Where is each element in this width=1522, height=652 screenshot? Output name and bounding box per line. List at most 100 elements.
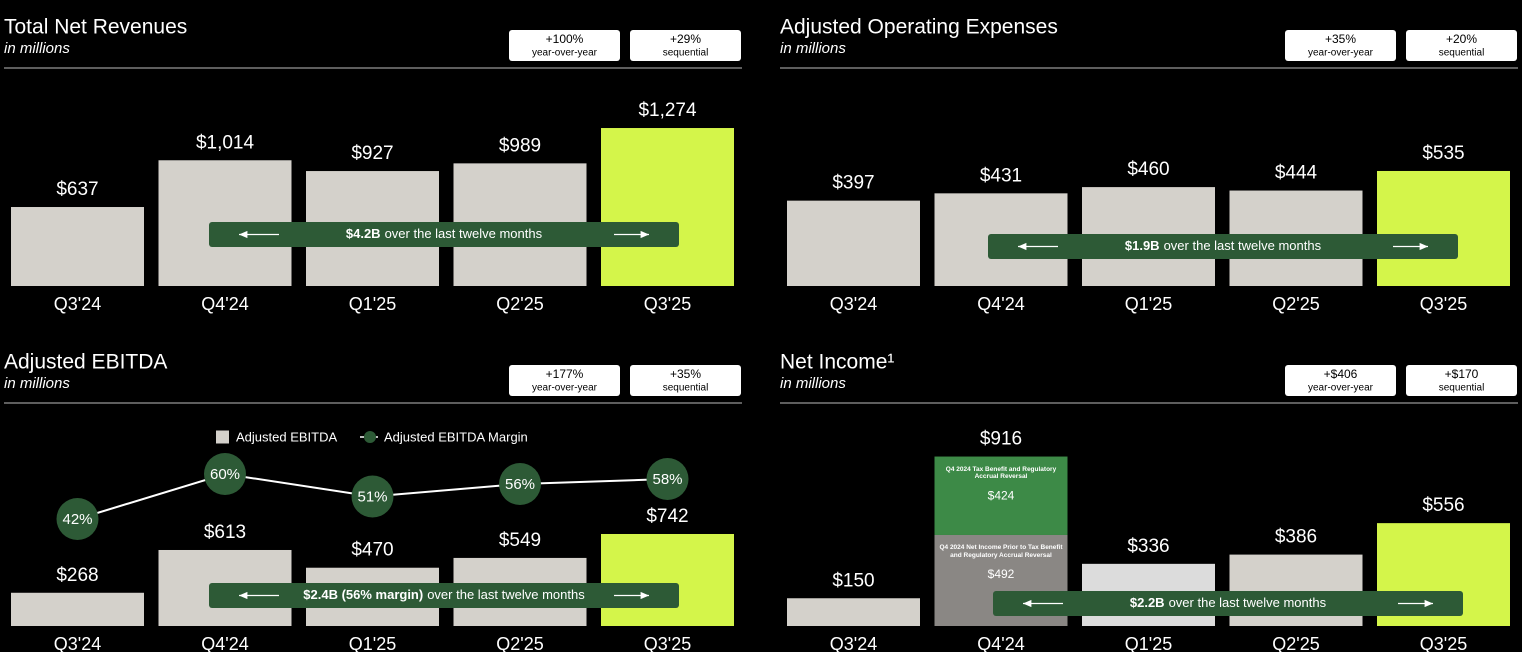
segment-label-box: Q4 2024 Tax Benefit and Regulatory Accru…: [945, 465, 1057, 481]
segment-label: Q4 2024 Net Income Prior to Tax Benefit …: [939, 543, 1063, 559]
value-label: $535: [1422, 143, 1464, 164]
annotation-text: over the last twelve months: [427, 587, 585, 602]
bar-segment: [934, 456, 1068, 535]
badge-label: year-over-year: [1308, 48, 1374, 59]
value-label: $470: [351, 540, 393, 561]
margin-label: 58%: [652, 471, 682, 488]
x-tick-label: Q1'25: [1125, 634, 1172, 652]
x-tick-label: Q2'25: [496, 634, 543, 652]
value-label: $460: [1127, 159, 1169, 180]
chart-title: Net Income¹: [780, 351, 894, 374]
badge: [1285, 365, 1396, 396]
badge-label: year-over-year: [532, 383, 598, 394]
badge: [509, 30, 620, 61]
chart-subtitle: in millions: [780, 40, 846, 57]
x-tick-label: Q3'24: [54, 634, 101, 652]
value-label: $916: [980, 429, 1022, 450]
badge-value: +$406: [1324, 367, 1358, 381]
segment-label-box: Q4 2024 Net Income Prior to Tax Benefit …: [939, 543, 1063, 559]
x-tick-label: Q3'25: [1420, 294, 1467, 314]
x-tick-label: Q1'25: [1125, 294, 1172, 314]
badge-label: sequential: [663, 48, 709, 59]
margin-marker: [646, 458, 689, 500]
x-tick-label: Q2'25: [496, 294, 543, 314]
badge-value: +29%: [670, 32, 701, 46]
badge: [1406, 365, 1517, 396]
value-label: $742: [646, 506, 688, 527]
x-tick-label: Q4'24: [977, 294, 1024, 314]
badge-label: sequential: [1439, 48, 1485, 59]
bar: [11, 207, 144, 286]
legend-label: Adjusted EBITDA: [236, 429, 337, 444]
x-tick-label: Q1'25: [349, 634, 396, 652]
value-label: $927: [351, 143, 393, 164]
x-tick-label: Q1'25: [349, 294, 396, 314]
x-tick-label: Q2'25: [1272, 634, 1319, 652]
annotation-pill: [993, 591, 1463, 616]
badge: [630, 365, 741, 396]
bar: [787, 598, 920, 626]
badge-value: +177%: [546, 367, 584, 381]
annotation: $1.9B over the last twelve months: [1125, 238, 1322, 253]
badge-label: year-over-year: [1308, 383, 1374, 394]
value-label: $556: [1422, 495, 1464, 516]
value-label: $431: [980, 165, 1022, 186]
margin-marker: [56, 498, 99, 540]
margin-label: 60%: [210, 466, 240, 483]
value-label: $989: [499, 135, 541, 156]
margin-marker: [351, 475, 394, 518]
margin-label: 42%: [62, 511, 92, 528]
x-tick-label: Q3'25: [1420, 634, 1467, 652]
chart-title: Adjusted EBITDA: [4, 351, 167, 374]
value-label: $397: [832, 173, 874, 194]
x-tick-label: Q3'24: [830, 634, 877, 652]
legend-marker: [364, 431, 376, 443]
annotation: $4.2B over the last twelve months: [346, 226, 543, 241]
annotation-text: over the last twelve months: [1164, 238, 1322, 253]
annotation-bold: $4.2B: [346, 226, 381, 241]
annotation-bold: $1.9B: [1125, 238, 1160, 253]
annotation-pill: [988, 234, 1458, 259]
bar: [601, 128, 734, 286]
badge-value: +100%: [546, 32, 584, 46]
annotation-bold: $2.4B (56% margin): [303, 587, 423, 602]
badge-value: +20%: [1446, 32, 1477, 46]
annotation-text: over the last twelve months: [1169, 595, 1327, 610]
segment-label: Q4 2024 Tax Benefit and Regulatory Accru…: [945, 465, 1057, 481]
annotation-bold: $2.2B: [1130, 595, 1165, 610]
value-label: $268: [56, 565, 98, 586]
badge-label: sequential: [663, 383, 709, 394]
margin-marker: [499, 463, 541, 505]
annotation: $2.2B over the last twelve months: [1130, 595, 1327, 610]
x-tick-label: Q2'25: [1272, 294, 1319, 314]
bar: [11, 592, 144, 626]
badge: [1406, 30, 1517, 61]
annotation-pill: [209, 222, 679, 247]
bar: [1377, 170, 1510, 286]
x-tick-label: Q3'24: [54, 294, 101, 314]
badge: [1285, 30, 1396, 61]
value-label: $549: [499, 530, 541, 551]
value-label: $613: [204, 522, 246, 543]
segment-value-label: $424: [988, 489, 1015, 503]
legend-label: Adjusted EBITDA Margin: [384, 429, 528, 444]
x-tick-label: Q4'24: [977, 634, 1024, 652]
bar: [787, 200, 920, 286]
chart-subtitle: in millions: [780, 375, 846, 392]
margin-label: 51%: [357, 488, 387, 505]
margin-label: 56%: [505, 476, 535, 493]
annotation-pill: [209, 583, 679, 608]
value-label: $444: [1275, 163, 1318, 184]
badge-label: sequential: [1439, 383, 1485, 394]
x-tick-label: Q3'25: [644, 294, 691, 314]
value-label: $1,274: [638, 100, 697, 121]
x-tick-label: Q4'24: [201, 634, 248, 652]
value-label: $1,014: [196, 132, 255, 153]
badge: [630, 30, 741, 61]
badge-value: +$170: [1445, 367, 1479, 381]
value-label: $336: [1127, 536, 1169, 557]
value-label: $386: [1275, 527, 1317, 548]
value-label: $150: [832, 570, 874, 591]
legend-swatch: [216, 430, 229, 444]
